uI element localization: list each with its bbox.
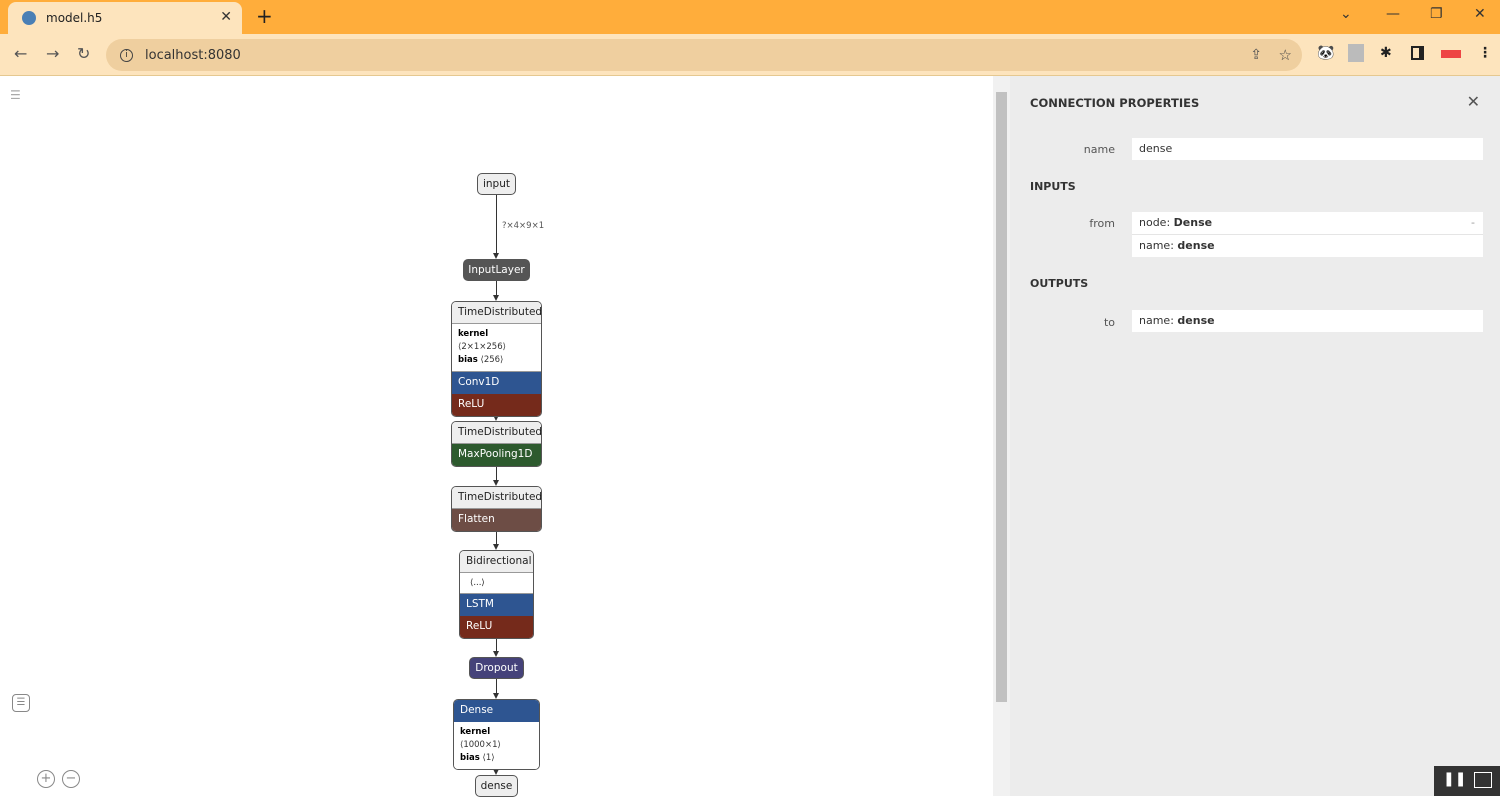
- arrow-icon: [493, 295, 499, 301]
- inputs-section-title: INPUTS: [1030, 180, 1076, 193]
- arrow-icon: [493, 651, 499, 657]
- info-icon[interactable]: i: [120, 48, 133, 62]
- node-attributes: ⟨...⟩: [460, 573, 533, 594]
- node-header: Dense: [454, 700, 539, 722]
- vertical-scrollbar[interactable]: [993, 76, 1010, 796]
- floating-controls: ❚❚: [1434, 766, 1500, 796]
- close-panel-icon[interactable]: ✕: [1466, 92, 1480, 111]
- share-icon[interactable]: ⇪: [1250, 47, 1262, 63]
- panda-extension-icon[interactable]: 🐼: [1317, 45, 1335, 61]
- timedistributed-conv1d-node[interactable]: TimeDistributed kernel ⟨2×1×256⟩ bias ⟨2…: [451, 301, 542, 417]
- back-icon[interactable]: ←: [14, 44, 28, 63]
- globe-icon: [22, 11, 36, 25]
- panel-title: CONNECTION PROPERTIES: [1030, 96, 1200, 110]
- connection-properties-panel: CONNECTION PROPERTIES ✕ name dense INPUT…: [1010, 76, 1500, 796]
- zoom-in-icon[interactable]: +: [37, 770, 55, 788]
- tab-title: model.h5: [46, 11, 103, 25]
- arrow-icon: [493, 544, 499, 550]
- side-panel-icon[interactable]: [1411, 46, 1424, 60]
- arrow-icon: [493, 693, 499, 699]
- browser-tab[interactable]: model.h5 ✕: [8, 2, 242, 34]
- maxpooling1d-layer: MaxPooling1D: [452, 444, 541, 466]
- new-tab-button[interactable]: +: [256, 4, 273, 28]
- reload-icon[interactable]: ↻: [77, 44, 91, 63]
- name-field[interactable]: dense: [1132, 138, 1483, 160]
- edge: [496, 195, 497, 253]
- profile-extension-icon[interactable]: [1348, 44, 1364, 62]
- node-attributes: kernel ⟨1000×1⟩ bias ⟨1⟩: [454, 722, 539, 769]
- browser-toolbar: ← → ↻ i localhost:8080 ⇪ ☆ 🐼 ✱ ⋮: [0, 34, 1500, 76]
- edge: [496, 679, 497, 693]
- from-name-field[interactable]: name: dense: [1132, 235, 1483, 257]
- pause-icon[interactable]: ❚❚: [1443, 771, 1467, 787]
- node-header: TimeDistributed: [452, 487, 541, 509]
- list-icon[interactable]: ☰: [12, 694, 30, 712]
- dense-node[interactable]: Dense kernel ⟨1000×1⟩ bias ⟨1⟩: [453, 699, 540, 770]
- tab-bar: model.h5 ✕ + ⌄ — ❐ ✕: [0, 0, 1500, 34]
- node-header: Bidirectional: [460, 551, 533, 573]
- arrow-icon: [493, 415, 499, 421]
- close-tab-icon[interactable]: ✕: [220, 9, 232, 25]
- name-label: name: [1083, 143, 1115, 156]
- node-header: TimeDistributed: [452, 302, 541, 324]
- arrow-icon: [493, 253, 499, 259]
- node-attributes: kernel ⟨2×1×256⟩ bias ⟨256⟩: [452, 324, 541, 372]
- recording-extension-icon[interactable]: [1441, 50, 1461, 58]
- flatten-layer: Flatten: [452, 509, 541, 531]
- outputs-section-title: OUTPUTS: [1030, 277, 1089, 290]
- url-text: localhost:8080: [145, 47, 241, 63]
- bookmark-star-icon[interactable]: ☆: [1278, 46, 1292, 64]
- scrollbar-thumb[interactable]: [996, 92, 1007, 702]
- arrow-icon: [493, 769, 499, 775]
- relu-activation: ReLU: [460, 616, 533, 638]
- menu-kebab-icon[interactable]: ⋮: [1478, 45, 1492, 61]
- relu-activation: ReLU: [452, 394, 541, 416]
- from-label: from: [1089, 217, 1115, 230]
- tab-search-icon[interactable]: ⌄: [1340, 6, 1352, 22]
- timedistributed-flatten-node[interactable]: TimeDistributed Flatten: [451, 486, 542, 532]
- picture-icon[interactable]: [1474, 772, 1492, 788]
- edge: [496, 281, 497, 295]
- inputlayer-node[interactable]: InputLayer: [463, 259, 530, 281]
- dropout-node[interactable]: Dropout: [469, 657, 524, 679]
- minimize-button[interactable]: —: [1386, 6, 1400, 22]
- to-name-field[interactable]: name: dense: [1132, 310, 1483, 332]
- zoom-out-icon[interactable]: −: [62, 770, 80, 788]
- extensions-puzzle-icon[interactable]: ✱: [1380, 45, 1392, 61]
- from-node-field[interactable]: node: Dense -: [1132, 212, 1483, 235]
- edge: [496, 637, 497, 651]
- output-node[interactable]: dense: [475, 775, 518, 797]
- input-node[interactable]: input: [477, 173, 516, 195]
- address-bar[interactable]: i localhost:8080 ⇪ ☆: [106, 39, 1302, 71]
- edge: [496, 530, 497, 544]
- hamburger-menu-icon[interactable]: ☰: [10, 88, 21, 102]
- lstm-layer: LSTM: [460, 594, 533, 616]
- to-label: to: [1103, 316, 1115, 329]
- edge: [496, 465, 497, 480]
- edge-shape-label: ?×4×9×1: [502, 221, 545, 231]
- timedistributed-maxpool-node[interactable]: TimeDistributed MaxPooling1D: [451, 421, 542, 467]
- node-header: TimeDistributed: [452, 422, 541, 444]
- collapse-icon[interactable]: -: [1471, 216, 1475, 229]
- forward-icon[interactable]: →: [46, 44, 60, 63]
- arrow-icon: [493, 480, 499, 486]
- restore-button[interactable]: ❐: [1430, 6, 1443, 22]
- bidirectional-node[interactable]: Bidirectional ⟨...⟩ LSTM ReLU: [459, 550, 534, 639]
- conv1d-layer: Conv1D: [452, 372, 541, 394]
- close-window-button[interactable]: ✕: [1474, 6, 1486, 22]
